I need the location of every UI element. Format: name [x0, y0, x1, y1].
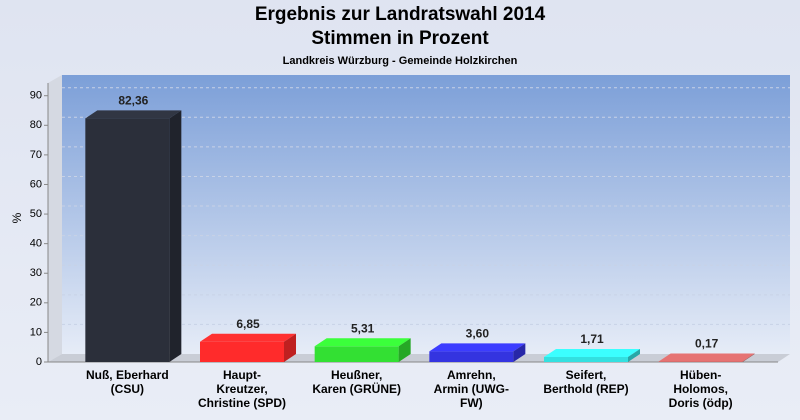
chart-caption: Landkreis Würzburg - Gemeinde Holzkirche…: [283, 55, 518, 67]
bar: [429, 351, 514, 362]
x-tick-label: Haupt- Kreutzer, Christine (SPD): [197, 368, 286, 410]
bar-side: [398, 338, 411, 362]
y-tick-label: 90: [30, 90, 42, 102]
bar-side: [628, 348, 640, 362]
bar: [544, 356, 628, 362]
x-tick-label: Heußner, Karen (GRÜNE): [312, 368, 401, 396]
bar: [314, 346, 399, 362]
chart-title: Ergebnis zur Landratswahl 2014: [255, 4, 546, 25]
y-tick-label: 30: [30, 267, 42, 279]
y-tick-label: 10: [30, 326, 42, 338]
y-tick-label: 60: [30, 178, 42, 190]
bar-side: [742, 353, 755, 362]
x-tick-label: Hüben- Holomos, Doris (ödp): [668, 368, 733, 410]
bar-top: [658, 353, 755, 362]
bar-side: [513, 343, 526, 362]
x-tick-label: Seifert, Berthold (REP): [543, 368, 629, 396]
y-tick-label: 20: [30, 297, 42, 309]
x-tick-label: Nuß, Eberhard (CSU): [85, 368, 169, 396]
bar-top: [85, 110, 182, 119]
data-label: 3,60: [466, 327, 490, 341]
data-label: 82,36: [118, 93, 148, 107]
plot-background: [62, 75, 790, 354]
y-tick-label: 50: [30, 208, 42, 220]
x-tick-label: Amrehn, Armin (UWG- FW): [433, 368, 509, 410]
y-axis-label: %: [10, 212, 24, 223]
bar-top: [429, 343, 526, 352]
y-tick-label: 0: [36, 356, 42, 368]
bar-side: [284, 333, 296, 362]
bar-top: [544, 348, 640, 357]
bar: [658, 361, 743, 362]
data-label: 0,17: [695, 337, 719, 351]
data-label: 1,71: [580, 332, 604, 346]
y-tick-label: 80: [30, 119, 42, 131]
bar-top: [314, 338, 411, 347]
bar: [85, 118, 170, 363]
bar: [200, 341, 284, 362]
data-label: 5,31: [351, 321, 375, 335]
data-label: 6,85: [236, 317, 260, 331]
bar-top: [200, 333, 296, 342]
bar-side: [169, 110, 182, 363]
y-tick-label: 70: [30, 149, 42, 161]
y-tick-label: 40: [30, 238, 42, 250]
side-wall: [48, 75, 62, 362]
chart-subtitle: Stimmen in Prozent: [311, 28, 489, 49]
